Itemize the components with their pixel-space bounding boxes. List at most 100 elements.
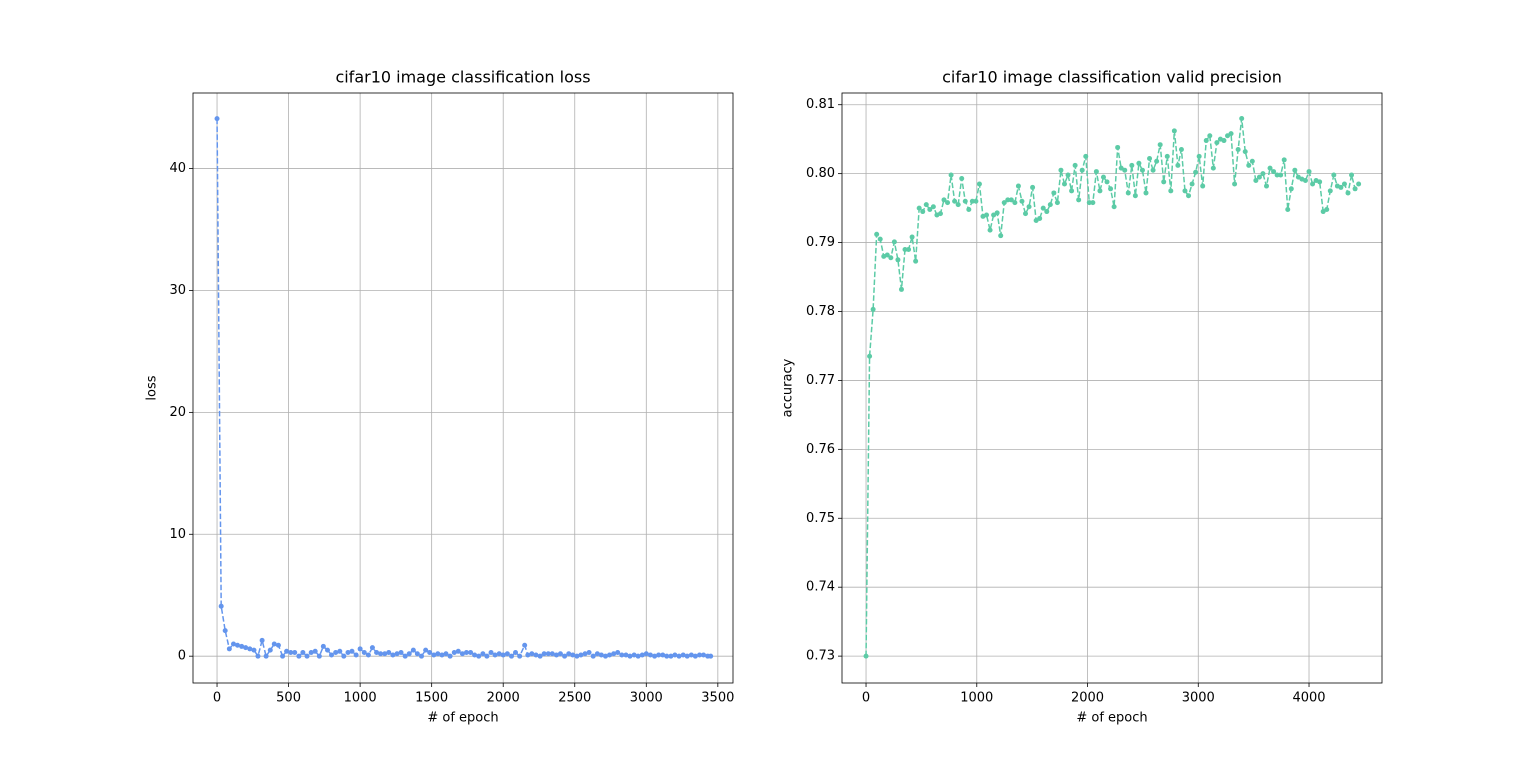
data-point bbox=[1196, 153, 1202, 159]
data-point bbox=[251, 647, 257, 653]
data-point bbox=[570, 652, 576, 658]
data-point bbox=[1246, 162, 1252, 168]
data-point bbox=[1139, 167, 1145, 173]
data-point bbox=[1182, 188, 1188, 194]
data-point bbox=[296, 653, 302, 659]
y-tick-label: 0.80 bbox=[806, 166, 835, 181]
data-point bbox=[427, 650, 433, 656]
data-point bbox=[214, 116, 220, 122]
y-tick-label: 0.73 bbox=[806, 649, 835, 664]
data-point bbox=[692, 653, 698, 659]
y-tick-label: 0.79 bbox=[806, 235, 835, 250]
data-point bbox=[1221, 138, 1227, 144]
data-point bbox=[1008, 197, 1014, 203]
data-point bbox=[1005, 197, 1011, 203]
data-point bbox=[447, 653, 453, 659]
y-tick-label: 10 bbox=[169, 527, 186, 542]
data-point bbox=[976, 181, 982, 187]
data-point bbox=[603, 653, 609, 659]
x-tick-label: 4000 bbox=[1292, 691, 1325, 706]
data-point bbox=[1097, 188, 1103, 194]
data-point bbox=[1111, 204, 1117, 210]
data-point bbox=[1037, 215, 1043, 221]
data-point bbox=[537, 653, 543, 659]
data-point bbox=[1210, 165, 1216, 171]
data-point bbox=[1338, 184, 1344, 190]
data-point bbox=[1129, 162, 1135, 168]
x-tick-label: 2000 bbox=[1071, 691, 1104, 706]
data-point bbox=[324, 647, 330, 653]
data-point bbox=[708, 653, 714, 659]
data-point bbox=[337, 648, 343, 654]
data-point bbox=[533, 652, 539, 658]
data-point bbox=[1317, 179, 1323, 185]
data-point bbox=[419, 653, 425, 659]
data-point bbox=[955, 202, 961, 208]
y-tick-label: 20 bbox=[169, 405, 186, 420]
data-point bbox=[463, 650, 469, 656]
data-point bbox=[1108, 186, 1114, 192]
data-point bbox=[1256, 174, 1262, 180]
data-point bbox=[927, 206, 933, 212]
data-point bbox=[680, 652, 686, 658]
data-point bbox=[492, 652, 498, 658]
data-point bbox=[300, 650, 306, 656]
x-tick-label: 0 bbox=[862, 691, 870, 706]
plot-frame bbox=[192, 92, 734, 684]
data-point bbox=[1200, 183, 1206, 189]
data-point bbox=[1115, 144, 1121, 150]
data-point bbox=[509, 653, 515, 659]
data-point bbox=[623, 652, 629, 658]
data-point bbox=[459, 651, 465, 657]
data-point bbox=[574, 653, 580, 659]
data-point bbox=[895, 257, 901, 263]
data-point bbox=[566, 651, 572, 657]
data-point bbox=[867, 353, 873, 359]
data-point bbox=[582, 651, 588, 657]
data-point bbox=[1132, 193, 1138, 199]
data-point bbox=[1263, 183, 1269, 189]
data-point bbox=[590, 653, 596, 659]
data-point bbox=[1026, 204, 1032, 210]
data-point bbox=[1288, 186, 1294, 192]
data-point bbox=[1147, 155, 1153, 161]
data-point bbox=[234, 642, 240, 648]
y-tick-label: 30 bbox=[169, 283, 186, 298]
data-point bbox=[1122, 167, 1128, 173]
data-point bbox=[369, 645, 375, 651]
data-point bbox=[349, 648, 355, 654]
data-point bbox=[1228, 131, 1234, 137]
data-point bbox=[664, 653, 670, 659]
data-point bbox=[941, 197, 947, 203]
data-point bbox=[557, 651, 563, 657]
data-point bbox=[594, 651, 600, 657]
data-point bbox=[952, 198, 958, 204]
data-point bbox=[1271, 169, 1277, 175]
chart-title: cifar10 image classification valid preci… bbox=[942, 68, 1282, 87]
data-point bbox=[945, 200, 951, 206]
data-point bbox=[1168, 188, 1174, 194]
data-point bbox=[1065, 172, 1071, 178]
data-point bbox=[1054, 200, 1060, 206]
data-point bbox=[529, 651, 535, 657]
data-point bbox=[615, 650, 621, 656]
data-point bbox=[496, 651, 502, 657]
data-point bbox=[357, 646, 363, 652]
data-point bbox=[1207, 133, 1213, 139]
data-point bbox=[660, 652, 666, 658]
data-point bbox=[631, 652, 637, 658]
data-point bbox=[1341, 181, 1347, 187]
y-tick-label: 0 bbox=[178, 649, 186, 664]
data-point bbox=[1285, 206, 1291, 212]
data-point bbox=[1193, 169, 1199, 175]
data-point bbox=[1214, 140, 1220, 146]
data-point bbox=[549, 651, 555, 657]
data-point bbox=[1331, 172, 1337, 178]
data-point bbox=[484, 653, 490, 659]
data-point bbox=[320, 643, 326, 649]
data-point bbox=[488, 650, 494, 656]
data-point bbox=[652, 653, 658, 659]
data-point bbox=[1349, 172, 1355, 178]
data-point bbox=[480, 651, 486, 657]
data-point bbox=[435, 651, 441, 657]
